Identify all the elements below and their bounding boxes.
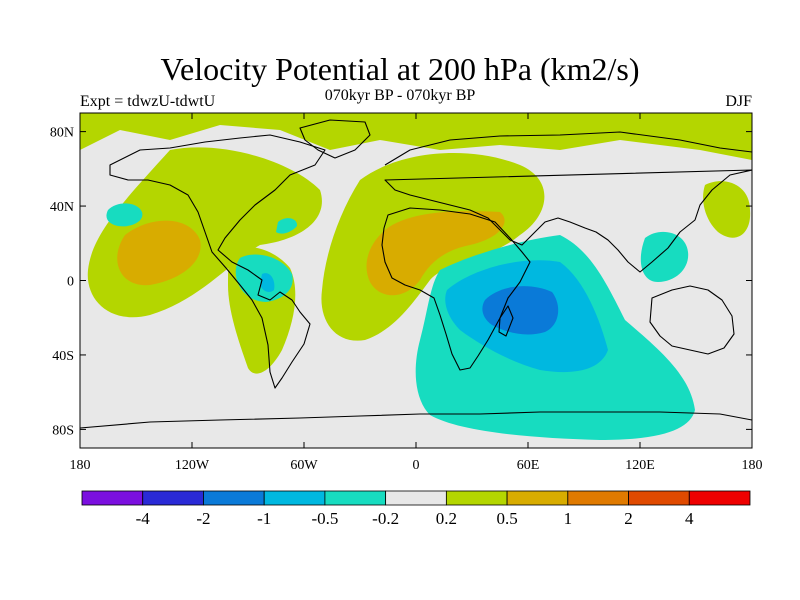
colorbar-labels: -4 -2 -1 -0.5 -0.2 0.2 0.5 1 2 4 [136,509,694,528]
lon-label: 120W [175,458,210,473]
colorbar-segment [203,490,265,506]
colorbar-label: 1 [564,509,573,528]
negative-mid-caribbean [260,273,275,292]
lat-label: 40N [50,200,74,215]
positive-core-africa [366,211,505,296]
coast-australia [649,285,735,355]
lon-label: 180 [742,458,763,473]
latitude-labels: 80N 40N 0 40S 80S [50,126,74,439]
season-label: DJF [725,93,752,110]
negative-core-indian-ocean [482,286,559,335]
coast-madagascar [498,305,514,337]
map-area [80,113,752,448]
colorbar-segment [142,490,204,506]
colorbar-label: 4 [685,509,694,528]
map-ticks [79,113,753,448]
colorbar-segment [324,490,387,506]
colorbar [81,490,751,506]
colorbar-label: -0.2 [372,509,399,528]
lon-label: 0 [413,458,420,473]
coast-north-america [109,134,326,389]
negative-north-atlantic [106,203,143,227]
colorbar-segment [263,490,326,506]
colorbar-label: 0.2 [436,509,457,528]
field-negative-strong [482,286,559,335]
longitude-labels: 180 120W 60W 0 60E 120E 180 [70,458,763,473]
lon-label: 60W [290,458,318,473]
lat-label: 0 [67,275,74,290]
colorbar-label: -0.5 [311,509,338,528]
coast-eurasia [384,131,752,273]
coastlines [80,119,752,429]
experiment-label: Expt = tdwzU-tdwtU [80,93,216,110]
colorbar-label: -1 [257,509,271,528]
colorbar-label: 2 [624,509,633,528]
colorbar-segment [567,490,629,506]
colorbar-segment [506,490,569,506]
lat-label: 80N [50,126,74,141]
lat-label: 40S [52,349,74,364]
coast-africa [381,207,531,371]
map-title: Velocity Potential at 200 hPa (km2/s) [160,51,640,87]
map-subtitle: 070kyr BP - 070kyr BP [324,87,476,104]
colorbar-label: -2 [196,509,210,528]
field-positive-mid [117,211,505,296]
colorbar-segment [81,490,144,506]
lon-label: 60E [517,458,540,473]
colorbar-segment [385,490,447,506]
positive-core-pacific [117,220,201,286]
colorbar-label: 0.5 [496,509,517,528]
colorbar-segment [445,490,508,506]
lon-label: 180 [70,458,91,473]
colorbar-segment [688,490,751,506]
lat-label: 80S [52,423,74,438]
colorbar-label: -4 [136,509,151,528]
negative-gulf [276,218,298,234]
colorbar-segment [628,490,690,506]
positive-west-pacific [703,181,751,238]
coast-antarctica [80,411,752,429]
coast-greenland [299,119,371,159]
lon-label: 120E [625,458,655,473]
positive-arctic-band [80,113,752,160]
negative-west-pacific [640,231,689,282]
